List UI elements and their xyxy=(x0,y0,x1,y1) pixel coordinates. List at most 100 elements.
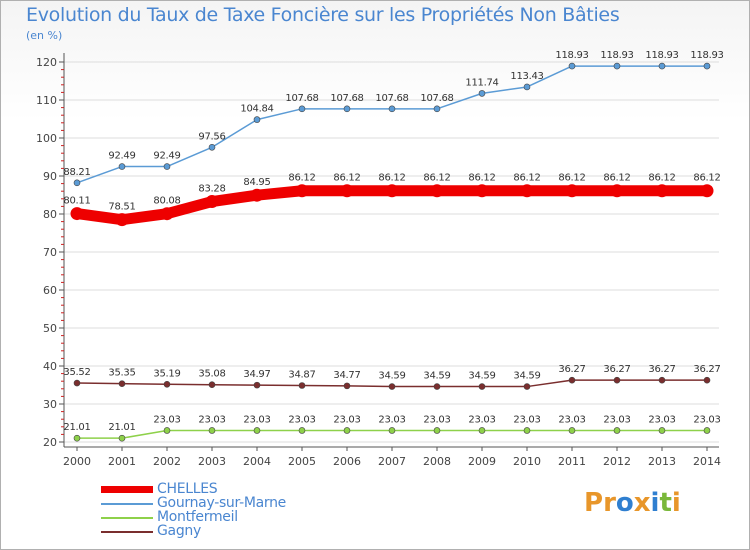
data-label-chelles-2008: 86.12 xyxy=(423,173,450,184)
point-gournay-sur-marne-2001 xyxy=(118,163,126,170)
data-label-chelles-2010: 86.12 xyxy=(513,173,540,184)
data-label-chelles-2011: 86.12 xyxy=(558,173,585,184)
point-gagny-2002 xyxy=(163,380,171,388)
x-tick-label-2010: 2010 xyxy=(513,455,541,468)
x-tick-label-2012: 2012 xyxy=(603,455,631,468)
data-label-montfermeil-2009: 23.03 xyxy=(468,414,495,425)
y-tick-label-20: 20 xyxy=(43,436,57,449)
data-label-gagny-2014: 36.27 xyxy=(693,364,720,375)
legend-label-gournay: Gournay-sur-Marne xyxy=(157,495,286,511)
data-label-gournay-sur-marne-2008: 107.68 xyxy=(420,93,453,104)
x-tick-label-2009: 2009 xyxy=(468,455,496,468)
data-label-gournay-sur-marne-2000: 88.21 xyxy=(63,167,90,178)
data-label-montfermeil-2013: 23.03 xyxy=(648,414,675,425)
logo-letter: i xyxy=(671,488,681,518)
data-label-chelles-2013: 86.12 xyxy=(648,173,675,184)
data-label-gournay-sur-marne-2011: 118.93 xyxy=(555,50,588,61)
data-label-gagny-2012: 36.27 xyxy=(603,364,630,375)
data-label-chelles-2006: 86.12 xyxy=(333,173,360,184)
point-gournay-sur-marne-2013 xyxy=(658,62,666,70)
x-tick-label-2014: 2014 xyxy=(693,455,721,468)
logo-letter: x xyxy=(633,488,651,518)
point-chelles-2002 xyxy=(160,207,174,221)
logo-letter: r xyxy=(603,488,616,518)
point-gournay-sur-marne-2011 xyxy=(568,62,576,70)
point-gagny-2006 xyxy=(343,382,351,390)
data-label-montfermeil-2005: 23.03 xyxy=(288,414,315,425)
data-label-gagny-2009: 34.59 xyxy=(468,371,495,382)
data-label-montfermeil-2010: 23.03 xyxy=(513,414,540,425)
point-gagny-2000 xyxy=(73,379,81,387)
legend-swatch-gagny xyxy=(101,531,153,533)
y-tick-label-90: 90 xyxy=(43,170,57,183)
y-tick-label-60: 60 xyxy=(43,284,57,297)
point-gagny-2013 xyxy=(658,376,666,384)
point-gagny-2012 xyxy=(613,376,621,384)
data-label-gagny-2005: 34.87 xyxy=(288,369,315,380)
data-label-gournay-sur-marne-2007: 107.68 xyxy=(375,93,408,104)
point-chelles-2012 xyxy=(610,184,624,198)
legend-swatch-gournay xyxy=(101,503,153,505)
data-label-chelles-2005: 86.12 xyxy=(288,173,315,184)
data-label-gagny-2008: 34.59 xyxy=(423,371,450,382)
point-chelles-2000 xyxy=(70,207,84,221)
data-label-chelles-2002: 80.08 xyxy=(153,196,180,207)
point-montfermeil-2008 xyxy=(433,427,441,434)
data-label-gournay-sur-marne-2003: 97.56 xyxy=(198,131,225,142)
point-gournay-sur-marne-2008 xyxy=(433,105,441,113)
data-label-montfermeil-2011: 23.03 xyxy=(558,414,585,425)
point-montfermeil-2011 xyxy=(568,427,576,434)
point-montfermeil-2014 xyxy=(703,427,711,434)
x-tick-label-2008: 2008 xyxy=(423,455,451,468)
point-montfermeil-2009 xyxy=(478,427,486,434)
point-gagny-2004 xyxy=(253,381,261,389)
proxiti-logo: Proxiti xyxy=(584,488,681,518)
point-gagny-2005 xyxy=(298,382,306,389)
point-montfermeil-2004 xyxy=(253,427,261,434)
point-gournay-sur-marne-2007 xyxy=(388,105,396,113)
legend-swatch-chelles xyxy=(101,486,153,493)
y-tick-label-40: 40 xyxy=(43,360,57,373)
x-tick-label-2002: 2002 xyxy=(153,455,181,468)
point-chelles-2003 xyxy=(205,195,219,209)
data-label-montfermeil-2007: 23.03 xyxy=(378,414,405,425)
data-label-gagny-2011: 36.27 xyxy=(558,364,585,375)
point-gournay-sur-marne-2003 xyxy=(208,143,216,151)
point-chelles-2011 xyxy=(565,184,579,198)
point-gagny-2010 xyxy=(523,383,531,390)
data-label-gagny-2003: 35.08 xyxy=(198,369,225,380)
data-labels-layer: 88.21 92.49 92.49 97.56 104.84 107.68 107.68 10… xyxy=(63,50,723,433)
data-label-montfermeil-2004: 23.03 xyxy=(243,414,270,425)
point-chelles-2001 xyxy=(115,213,129,227)
x-tick-label-2011: 2011 xyxy=(558,455,586,468)
data-label-gournay-sur-marne-2013: 118.93 xyxy=(645,50,678,61)
data-label-montfermeil-2008: 23.03 xyxy=(423,414,450,425)
data-label-montfermeil-2000: 21.01 xyxy=(63,422,90,433)
x-tick-label-2000: 2000 xyxy=(63,455,91,468)
data-label-chelles-2004: 84.95 xyxy=(243,177,270,188)
data-label-montfermeil-2002: 23.03 xyxy=(153,414,180,425)
point-gagny-2001 xyxy=(118,380,126,387)
data-label-gournay-sur-marne-2006: 107.68 xyxy=(330,93,363,104)
point-gagny-2003 xyxy=(208,381,216,388)
y-tick-label-120: 120 xyxy=(36,56,57,69)
x-tick-label-2003: 2003 xyxy=(198,455,226,468)
point-montfermeil-2000 xyxy=(73,434,81,442)
point-montfermeil-2013 xyxy=(658,427,666,434)
point-gagny-2011 xyxy=(568,376,576,384)
logo-letter: i xyxy=(650,488,660,518)
y-tick-label-50: 50 xyxy=(43,322,57,335)
series-layer xyxy=(70,62,714,442)
point-chelles-2004 xyxy=(250,188,264,202)
point-gournay-sur-marne-2004 xyxy=(253,116,261,123)
y-tick-label-30: 30 xyxy=(43,398,57,411)
legend-label-montfermeil: Montfermeil xyxy=(157,509,238,525)
data-label-chelles-2000: 80.11 xyxy=(63,196,90,207)
legend-swatch-montfermeil xyxy=(101,517,153,519)
data-label-chelles-2009: 86.12 xyxy=(468,173,495,184)
logo-letter: P xyxy=(584,488,604,518)
point-gournay-sur-marne-2014 xyxy=(703,62,711,70)
data-label-gagny-2001: 35.35 xyxy=(108,368,135,379)
data-label-gagny-2006: 34.77 xyxy=(333,370,360,381)
